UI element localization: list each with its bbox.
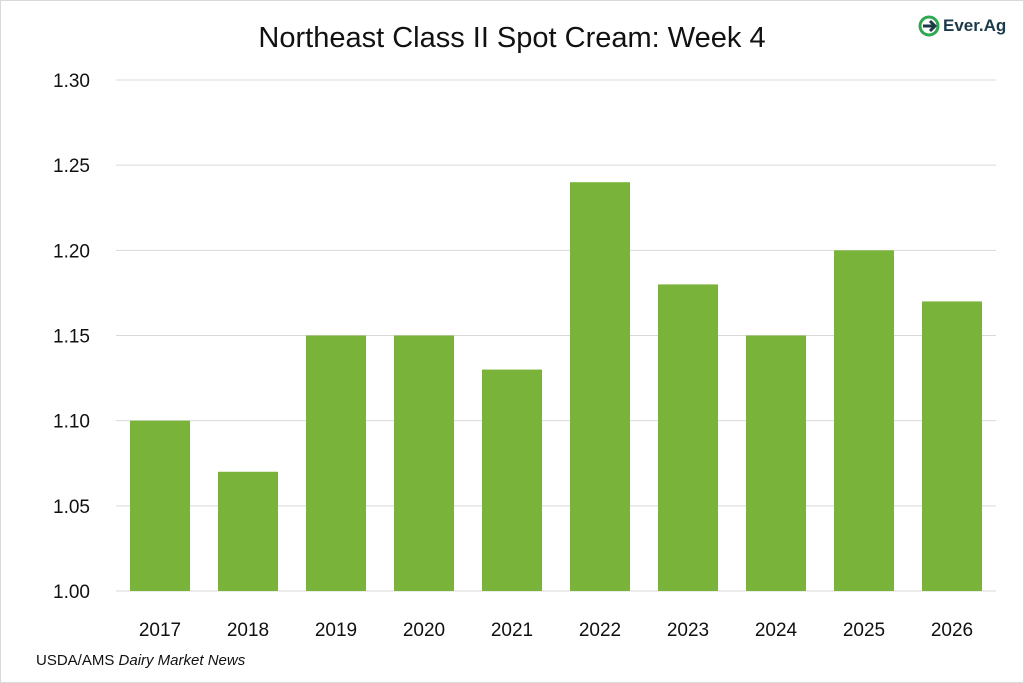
bar-2022 <box>570 182 630 591</box>
brand-logo: Ever.Ag <box>918 14 1006 38</box>
x-tick-label: 2020 <box>403 620 445 641</box>
y-tick-label: 1.15 <box>53 327 90 348</box>
x-tick-label: 2023 <box>667 620 709 641</box>
bar-2017 <box>130 420 190 591</box>
x-tick-label: 2022 <box>579 620 621 641</box>
bars <box>130 182 982 592</box>
bar-2019 <box>306 335 366 591</box>
source-prefix: USDA/AMS <box>36 652 119 669</box>
chart-title: Northeast Class II Spot Cream: Week 4 <box>258 22 766 54</box>
bar-2025 <box>834 250 894 592</box>
bar-2024 <box>746 335 806 591</box>
x-tick-label: 2025 <box>843 620 885 641</box>
x-axis-tick-labels: 2017 2018 2019 2020 2021 2022 2023 2024 2025 2026 <box>139 620 973 641</box>
bar-2020 <box>394 335 454 591</box>
bar-2023 <box>658 284 718 591</box>
ever-ag-logo-icon <box>918 15 940 37</box>
y-tick-label: 1.25 <box>53 156 90 177</box>
y-tick-label: 1.10 <box>53 412 90 433</box>
bar-2018 <box>218 471 278 591</box>
y-tick-label: 1.30 <box>53 71 90 92</box>
bar-2026 <box>922 301 982 591</box>
x-tick-label: 2017 <box>139 620 181 641</box>
x-tick-label: 2024 <box>755 620 798 641</box>
y-tick-label: 1.05 <box>53 497 90 518</box>
y-tick-label: 1.20 <box>53 241 90 262</box>
y-axis-tick-labels: 1.00 1.05 1.10 1.15 1.20 1.25 1.30 <box>53 71 90 603</box>
source-publication: Dairy Market News <box>118 652 246 669</box>
y-tick-label: 1.00 <box>53 582 90 603</box>
x-tick-label: 2018 <box>227 620 269 641</box>
x-tick-label: 2019 <box>315 620 357 641</box>
source-note: USDA/AMS Dairy Market News <box>36 652 245 669</box>
x-tick-label: 2026 <box>931 620 973 641</box>
bar-2021 <box>482 369 542 591</box>
brand-logo-text: Ever.Ag <box>943 16 1007 35</box>
x-tick-label: 2021 <box>491 620 533 641</box>
